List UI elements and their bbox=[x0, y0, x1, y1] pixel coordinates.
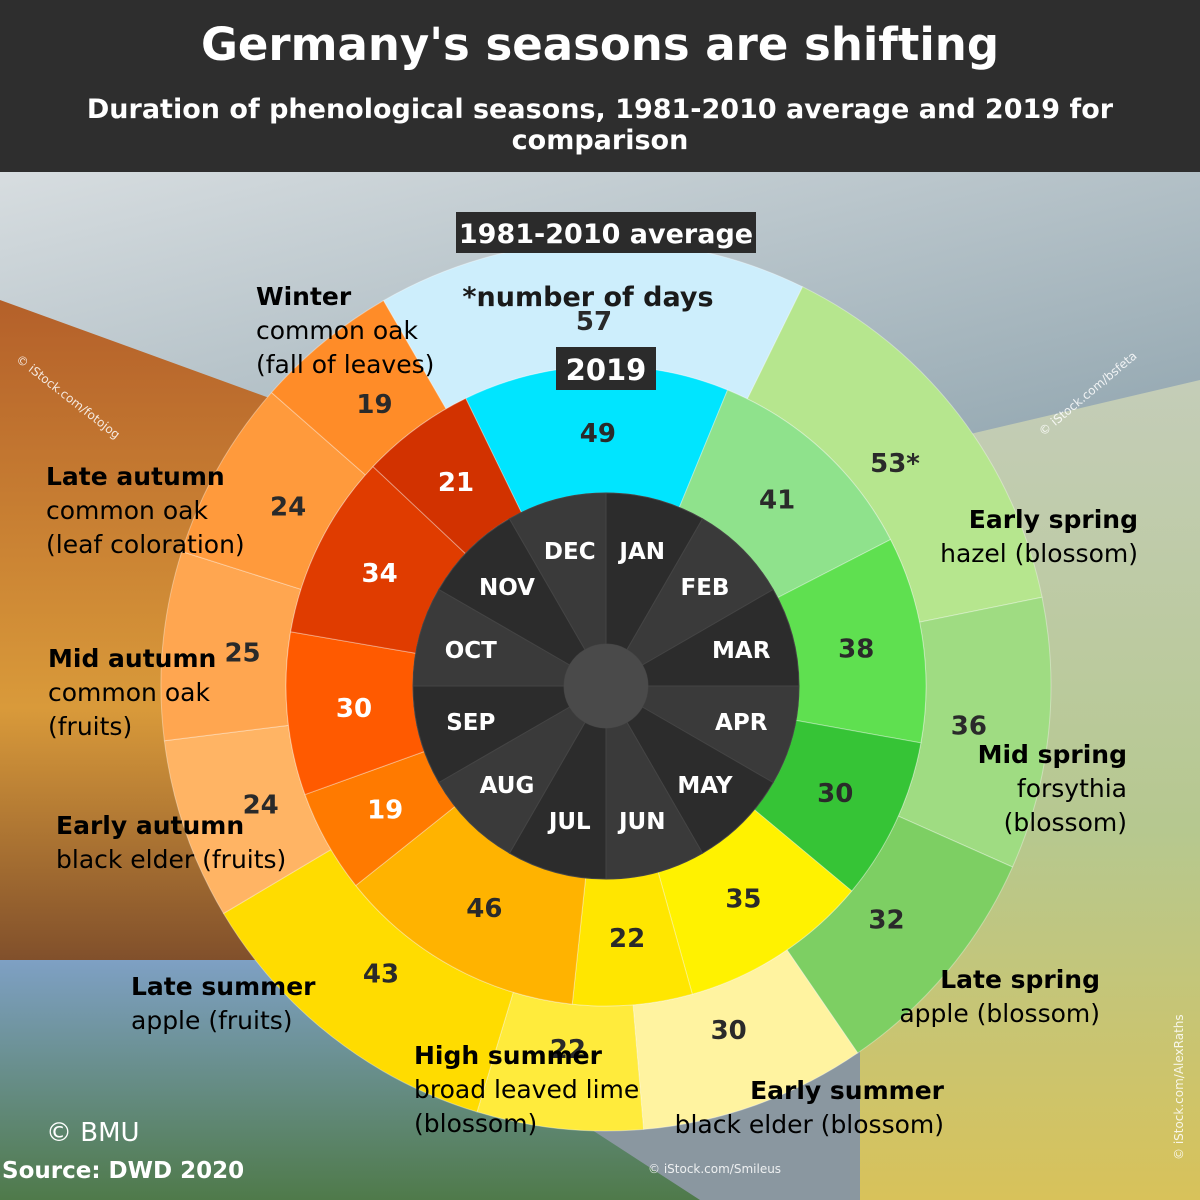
avg-days-label: 25 bbox=[224, 639, 260, 669]
month-label-11: DEC bbox=[544, 539, 596, 565]
season-label-text: Late summer apple (fruits) bbox=[131, 972, 316, 1035]
season-label-4: High summer broad leaved lime (blossom) bbox=[414, 1041, 639, 1138]
days-2019-label: 35 bbox=[725, 884, 761, 914]
photo-credit-spring: © iStock.com/AlexRaths bbox=[1172, 1014, 1186, 1160]
season-label-text: Winter common oak (fall of leaves) bbox=[256, 282, 434, 379]
month-label-7: AUG bbox=[480, 773, 535, 799]
season-label-text: Mid autumn common oak (fruits) bbox=[48, 644, 216, 741]
days-2019-label: 38 bbox=[838, 635, 874, 665]
month-label-1: FEB bbox=[681, 575, 730, 601]
avg-days-label: 30 bbox=[711, 1016, 747, 1046]
outer-ring-caption-bg bbox=[456, 212, 756, 253]
season-label-text: Early summer black elder (blossom) bbox=[675, 1076, 945, 1139]
photo-background-summer bbox=[0, 960, 700, 1200]
page-title: Germany's seasons are shifting bbox=[200, 18, 1000, 71]
days-2019-label: 41 bbox=[759, 486, 795, 516]
season-label-text: Mid spring forsythia (blossom) bbox=[978, 740, 1127, 837]
days-2019-label: 30 bbox=[336, 694, 372, 724]
days-2019-label: 34 bbox=[362, 559, 398, 589]
hub bbox=[564, 644, 648, 728]
avg-days-label: 32 bbox=[868, 906, 904, 936]
month-label-10: NOV bbox=[479, 575, 535, 601]
season-label-text: High summer broad leaved lime (blossom) bbox=[414, 1041, 639, 1138]
season-label-6: Early autumn black elder (fruits) bbox=[56, 811, 286, 874]
season-label-9: Winter common oak (fall of leaves) bbox=[256, 282, 434, 379]
season-label-2: Late spring apple (blossom) bbox=[899, 965, 1100, 1028]
month-label-2: MAR bbox=[712, 638, 771, 664]
photo-credit-summer: © iStock.com/Smileus bbox=[648, 1162, 782, 1176]
month-label-3: APR bbox=[715, 710, 768, 736]
outer-ring-caption: 1981-2010 average bbox=[459, 219, 753, 250]
avg-days-label: 24 bbox=[270, 493, 306, 523]
season-label-5: Late summer apple (fruits) bbox=[131, 972, 316, 1035]
avg-days-label: 43 bbox=[363, 959, 399, 989]
month-label-6: JUL bbox=[547, 809, 591, 835]
days-2019-label: 19 bbox=[367, 795, 403, 825]
month-label-8: SEP bbox=[446, 710, 495, 736]
season-label-text: Late autumn common oak (leaf coloration) bbox=[46, 462, 245, 559]
inner-ring-caption: 2019 bbox=[566, 353, 647, 387]
season-label-text: Early autumn black elder (fruits) bbox=[56, 811, 286, 874]
source-note: Source: DWD 2020 bbox=[2, 1158, 245, 1184]
days-2019-label: 30 bbox=[817, 779, 853, 809]
month-label-9: OCT bbox=[445, 638, 497, 664]
season-label-1: Mid spring forsythia (blossom) bbox=[978, 740, 1127, 837]
avg-days-label: 24 bbox=[243, 790, 279, 820]
avg-days-label: 19 bbox=[356, 390, 392, 420]
season-label-text: Early spring hazel (blossom) bbox=[940, 505, 1138, 568]
labels-group: JAN FEB MAR APR MAY JUN JUL AUG SEP OCT NOV DEC 57 49… bbox=[46, 212, 1138, 1139]
days-2019-label: 49 bbox=[580, 419, 616, 449]
avg-days-label: 36 bbox=[951, 712, 987, 742]
header-bar: Germany's seasons are shifting Duration … bbox=[0, 0, 1200, 172]
month-label-0: JAN bbox=[617, 539, 665, 565]
avg-days-label: 22 bbox=[550, 1035, 586, 1065]
season-label-7: Mid autumn common oak (fruits) bbox=[48, 644, 216, 741]
inner-ring-caption-bg bbox=[556, 347, 656, 390]
avg-days-label: 57 bbox=[576, 307, 612, 337]
season-label-text: Late spring apple (blossom) bbox=[899, 965, 1100, 1028]
days-2019-label: 21 bbox=[438, 468, 474, 498]
season-label-8: Late autumn common oak (leaf coloration) bbox=[46, 462, 245, 559]
days-2019-label: 46 bbox=[466, 894, 502, 924]
month-label-5: JUN bbox=[617, 809, 665, 835]
days-note: *number of days bbox=[462, 282, 713, 313]
copyright: © BMU bbox=[46, 1118, 140, 1148]
season-label-0: Early spring hazel (blossom) bbox=[940, 505, 1138, 568]
rings-group bbox=[160, 240, 1052, 1132]
avg-days-label: 53* bbox=[870, 449, 920, 479]
month-label-4: MAY bbox=[677, 773, 732, 799]
days-2019-label: 22 bbox=[609, 924, 645, 954]
page-subtitle: Duration of phenological seasons, 1981-2… bbox=[86, 94, 1114, 156]
season-label-3: Early summer black elder (blossom) bbox=[675, 1076, 945, 1139]
